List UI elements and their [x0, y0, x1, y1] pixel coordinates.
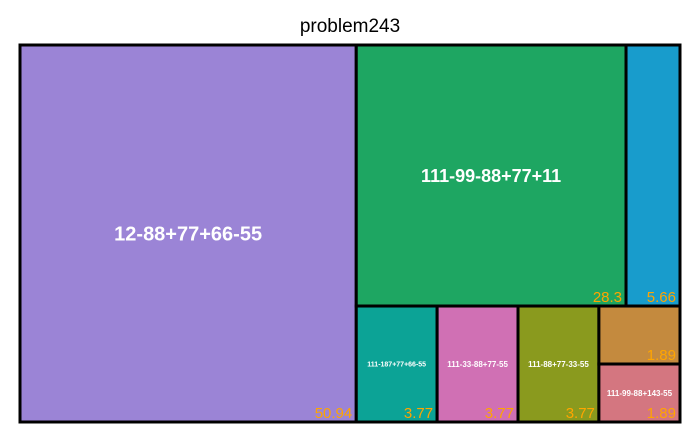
- tile-value: 1.89: [647, 347, 676, 364]
- tile-label: 111-187+77+66-55: [367, 361, 426, 368]
- tile-label: 111-99-88+143-55: [607, 389, 673, 398]
- treemap-tile: [516, 304, 601, 424]
- tile-value: 3.77: [485, 405, 514, 422]
- tile-value: 3.77: [404, 405, 433, 422]
- tile-label: 12-88+77+66-55: [114, 224, 262, 246]
- tile-label: 111-99-88+77+11: [421, 166, 561, 186]
- tile-value: 3.77: [566, 405, 595, 422]
- treemap-tile: [624, 43, 682, 308]
- treemap-tile: [597, 304, 682, 366]
- tile-value: 5.66: [647, 289, 676, 306]
- tile-value: 1.89: [647, 405, 676, 422]
- treemap-tile: [597, 362, 682, 424]
- chart-title: problem243: [299, 16, 401, 37]
- tile-label: 111-33-88+77-55: [447, 360, 508, 369]
- tile-value: 50.94: [315, 405, 353, 422]
- tile-value: 28.3: [593, 289, 622, 306]
- tile-label: 111-88+77-33-55: [528, 360, 589, 369]
